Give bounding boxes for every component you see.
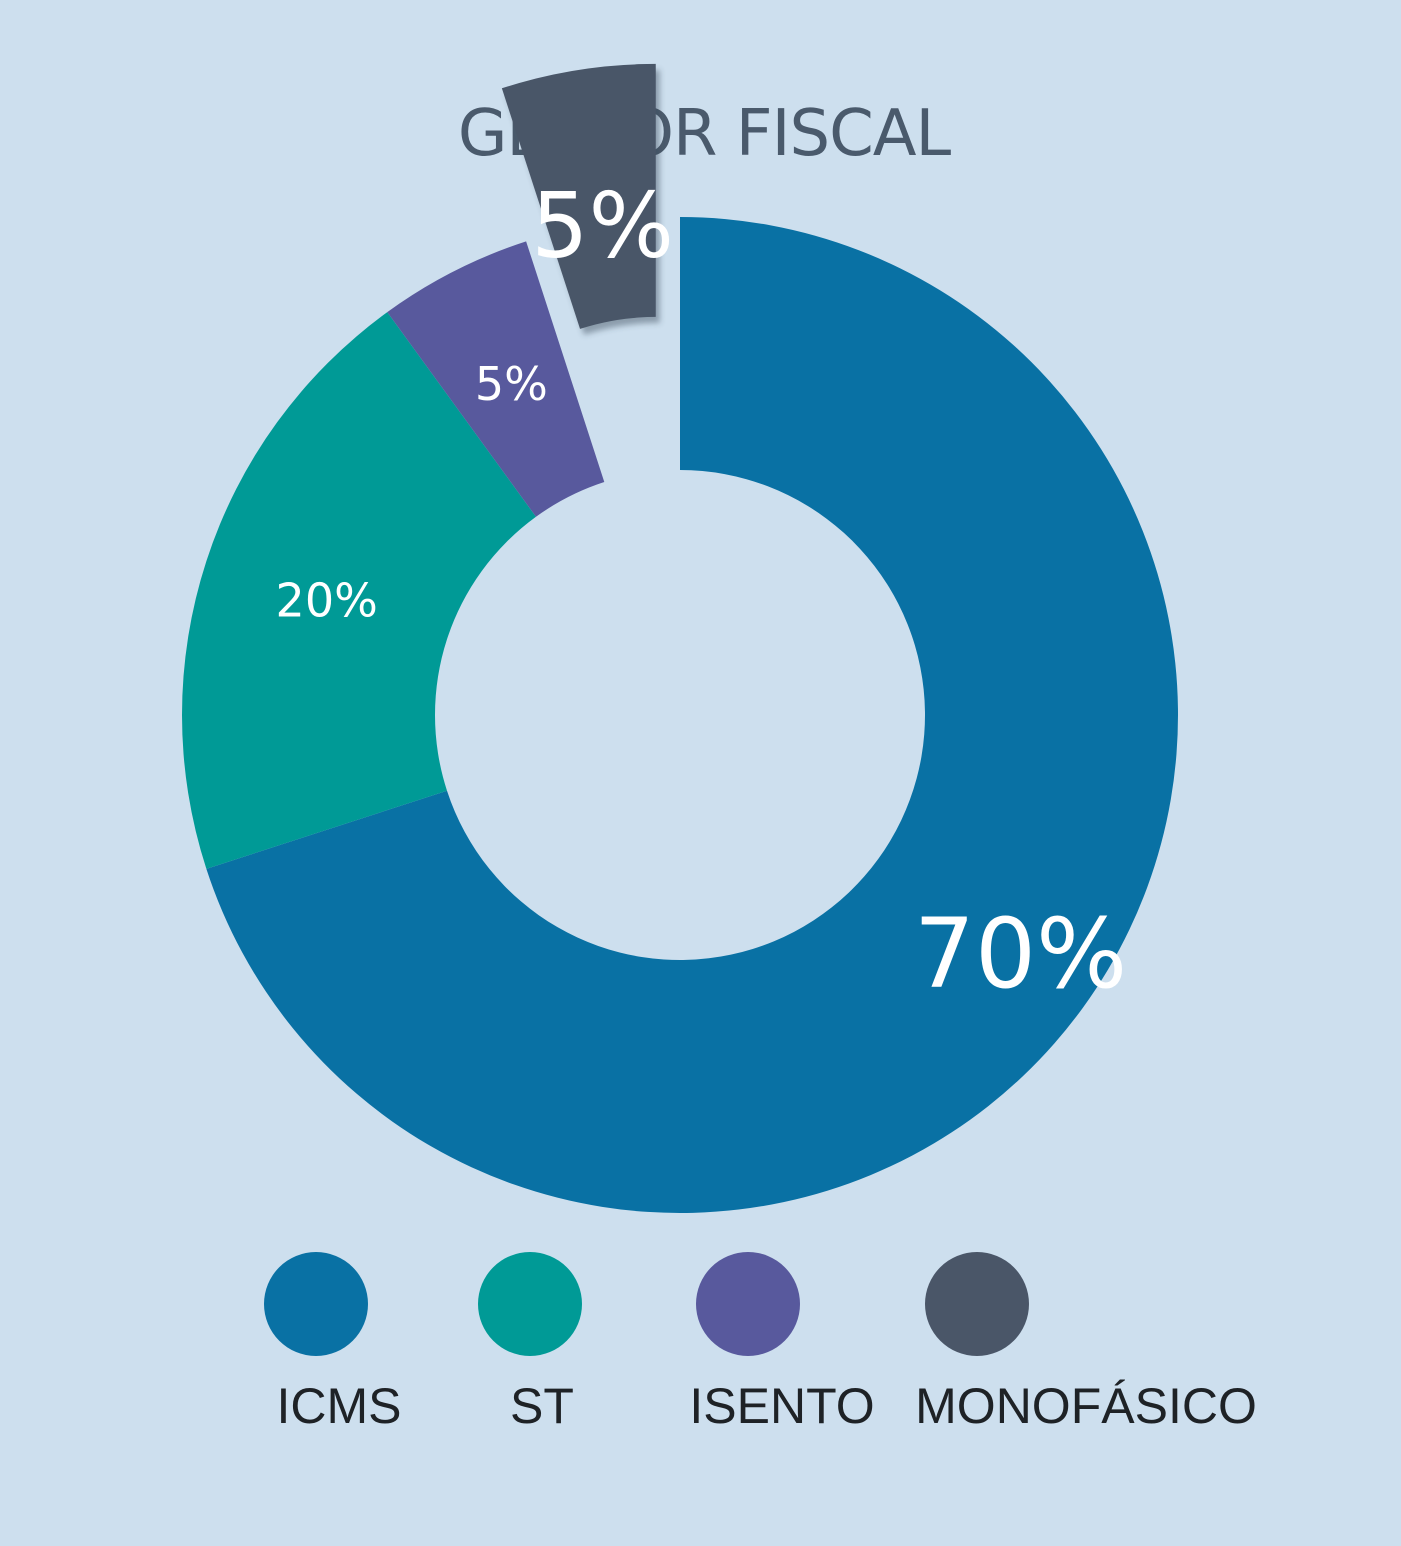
slice-isento	[387, 241, 605, 517]
legend: ICMS ST ISENTO MONOFÁSICO	[264, 1252, 1257, 1434]
legend-swatch-st	[478, 1252, 582, 1356]
legend-label-st: ST	[510, 1378, 574, 1434]
slice-label-st: 20%	[276, 573, 378, 627]
slice-label-monofasico: 5%	[531, 173, 674, 278]
slice-monofasico	[501, 63, 656, 329]
slice-label-icms: 70%	[914, 898, 1127, 1010]
slice-st	[181, 312, 536, 869]
legend-label-isento: ISENTO	[689, 1378, 874, 1434]
slice-label-isento: 5%	[475, 357, 548, 411]
legend-swatch-monofasico	[925, 1252, 1029, 1356]
legend-swatch-isento	[696, 1252, 800, 1356]
slices-group	[181, 63, 1178, 1214]
legend-label-icms: ICMS	[277, 1378, 402, 1434]
slice-labels-group: 70% 20% 5% 5%	[276, 173, 1128, 1009]
legend-label-monofasico: MONOFÁSICO	[915, 1378, 1257, 1434]
slice-icms	[206, 217, 1178, 1214]
legend-swatch-icms	[264, 1252, 368, 1356]
